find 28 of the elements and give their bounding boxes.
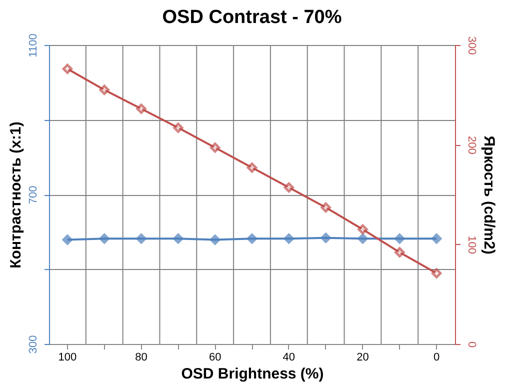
point (394, 247, 405, 258)
y-tick-label: 1100 (28, 34, 40, 58)
point (246, 162, 258, 173)
point (173, 122, 184, 133)
chart-title: OSD Contrast - 70% (162, 7, 342, 28)
x-tick-label: 60 (208, 352, 222, 364)
y2-tick-label: 300 (466, 36, 478, 55)
x-axis-title: OSD Brightness (%) (181, 366, 324, 382)
x-tick-label: 80 (135, 352, 148, 364)
y-tick-label: 300 (28, 335, 40, 354)
x-tick-label: 40 (282, 352, 296, 364)
point (136, 104, 146, 114)
y2-tick-label: 100 (466, 236, 478, 254)
point (284, 182, 294, 193)
point (358, 224, 368, 235)
point (99, 84, 110, 95)
y-tick-label: 700 (28, 186, 40, 204)
y2-axis-title: Яркость (cd/m2) (480, 136, 498, 254)
x-tick-label: 0 (433, 352, 440, 364)
y2-tick-label: 0 (466, 341, 478, 348)
x-tick-label: 100 (58, 352, 77, 364)
point (210, 142, 220, 153)
y2-tick-label: 200 (466, 136, 478, 154)
point (62, 64, 73, 74)
x-tick-label: 20 (356, 352, 369, 364)
point (320, 202, 331, 213)
point (431, 268, 442, 278)
y-axis-title: Контрастность (x:1) (8, 122, 24, 268)
